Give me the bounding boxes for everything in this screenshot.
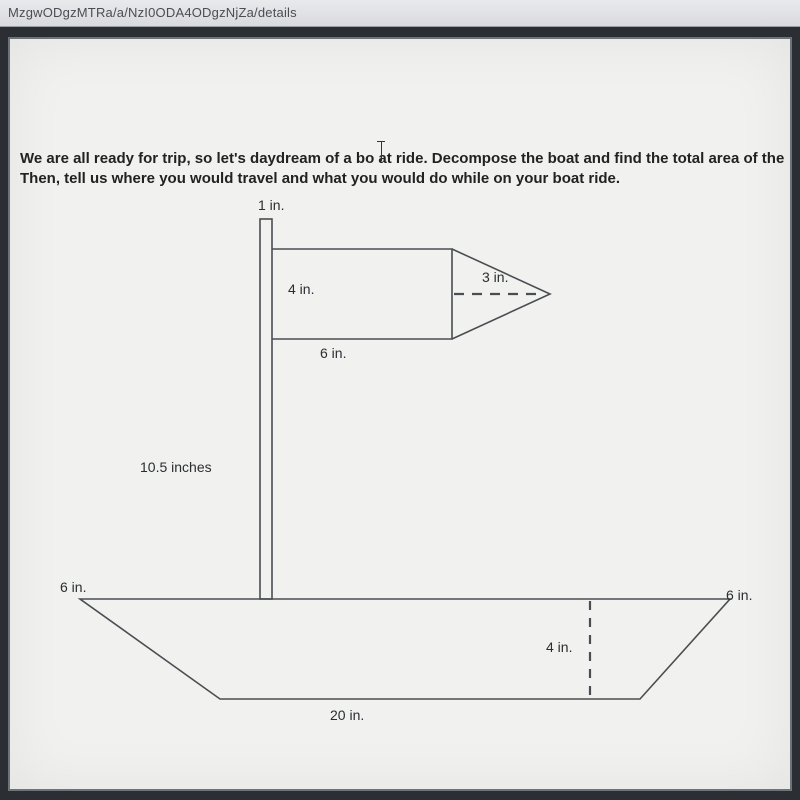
problem-line2: Then, tell us where you would travel and… xyxy=(20,170,620,187)
browser-url-bar: MzgwODgzMTRa/a/NzI0ODA4ODgzNjZa/details xyxy=(0,0,800,27)
hull-shape xyxy=(80,599,730,699)
label-left-ovh: 6 in. xyxy=(60,579,86,595)
problem-line1a: We are all ready for trip, so let's dayd… xyxy=(20,150,374,167)
label-hull-depth: 4 in. xyxy=(546,639,572,655)
label-hull-bottom: 20 in. xyxy=(330,707,364,723)
label-mast-height: 10.5 inches xyxy=(140,459,212,475)
boat-svg xyxy=(10,189,790,789)
label-mast-top: 1 in. xyxy=(258,197,284,213)
label-flag-height: 4 in. xyxy=(288,281,314,297)
label-right-ovh: 6 in. xyxy=(726,587,752,603)
url-text: MzgwODgzMTRa/a/NzI0ODA4ODgzNjZa/details xyxy=(8,5,297,20)
label-flag-width: 6 in. xyxy=(320,345,346,361)
problem-line1b: t ride. Decompose the boat and find the … xyxy=(387,150,785,167)
label-flag-tip: 3 in. xyxy=(482,269,508,285)
problem-statement: We are all ready for trip, so let's dayd… xyxy=(20,149,790,190)
page-content: We are all ready for trip, so let's dayd… xyxy=(8,37,792,791)
boat-diagram: 1 in. 4 in. 6 in. 3 in. 10.5 inches 6 in… xyxy=(10,189,790,789)
mast-shape xyxy=(260,219,272,599)
text-cursor: a xyxy=(374,149,387,169)
